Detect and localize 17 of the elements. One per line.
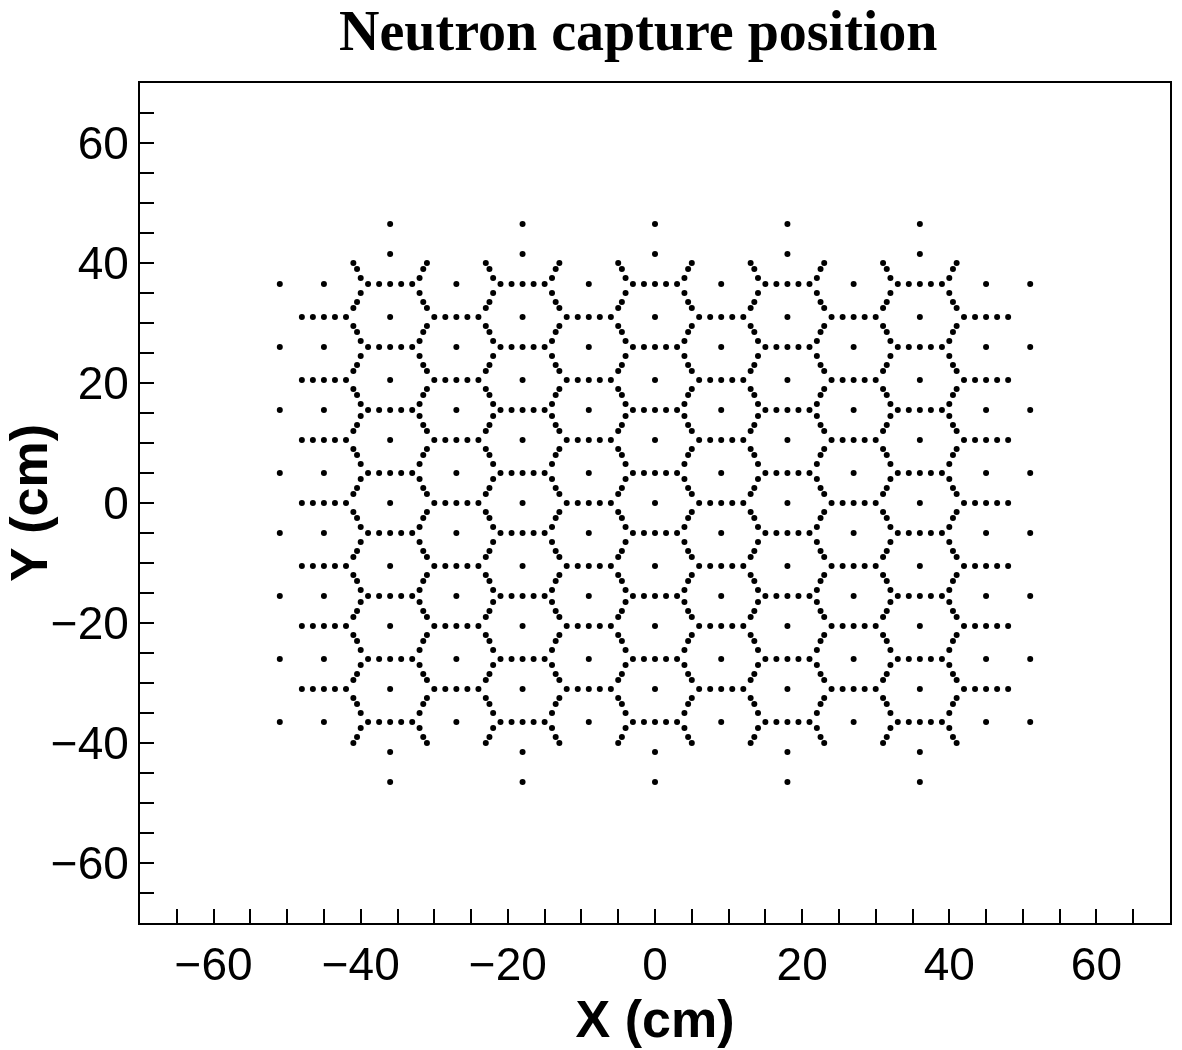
y-tick-label: −20 bbox=[50, 597, 129, 650]
x-tick-label: −20 bbox=[468, 938, 547, 991]
chart-title: Neutron capture position bbox=[339, 0, 938, 62]
y-tick-label: −60 bbox=[50, 837, 129, 890]
y-tick-label: 20 bbox=[77, 357, 129, 410]
y-axis-title: Y (cm) bbox=[0, 424, 58, 582]
x-tick-label: 40 bbox=[923, 938, 975, 991]
y-tick-label: −40 bbox=[50, 717, 129, 770]
x-tick-label: 0 bbox=[642, 938, 668, 991]
x-tick-label: 20 bbox=[776, 938, 828, 991]
x-tick-label: 60 bbox=[1070, 938, 1123, 991]
x-tick-label: −40 bbox=[321, 938, 400, 991]
y-tick-label: 0 bbox=[103, 477, 129, 530]
y-tick-label: 40 bbox=[77, 237, 129, 290]
x-tick-label: −60 bbox=[174, 938, 253, 991]
y-tick-label: 60 bbox=[77, 117, 129, 170]
x-axis-title: X (cm) bbox=[575, 990, 735, 1049]
